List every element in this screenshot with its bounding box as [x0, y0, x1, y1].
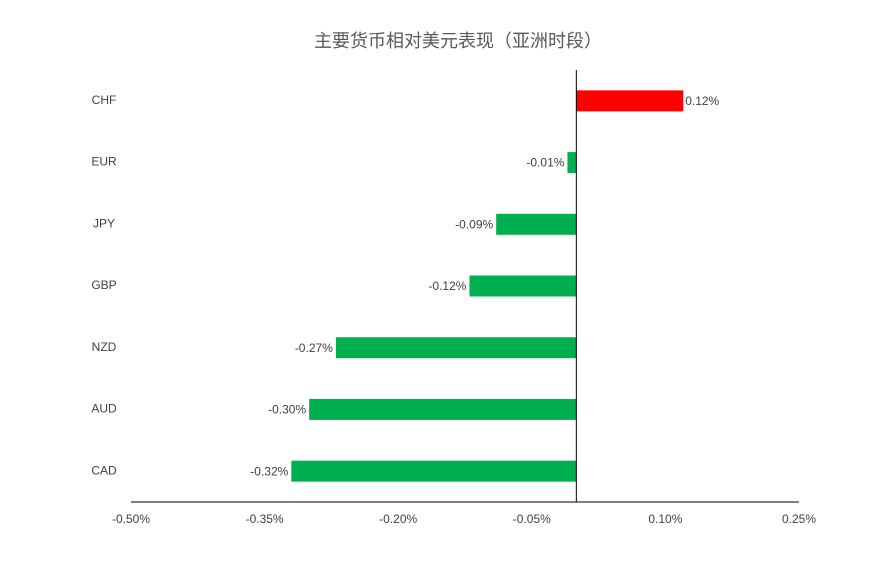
bar [469, 275, 577, 297]
x-tick-label: -0.50% [112, 512, 150, 526]
y-tick-label: NZD [92, 340, 117, 354]
value-label: -0.01% [526, 156, 564, 170]
x-tick-label: -0.35% [246, 512, 284, 526]
value-label: -0.30% [268, 403, 306, 417]
x-tick-label: -0.20% [379, 512, 417, 526]
bar [576, 90, 684, 112]
x-tick-label: 0.10% [648, 512, 682, 526]
y-tick-label: AUD [91, 402, 117, 416]
x-tick-label: 0.25% [782, 512, 816, 526]
y-tick-label: CAD [91, 463, 117, 477]
bar [567, 152, 577, 174]
bar [291, 460, 577, 482]
bar [309, 398, 577, 420]
x-tick-label: -0.05% [513, 512, 551, 526]
y-tick-label: JPY [93, 216, 115, 230]
y-tick-label: CHF [92, 93, 117, 107]
bar [496, 213, 577, 235]
value-label: -0.32% [250, 464, 288, 478]
value-label: -0.12% [428, 279, 466, 293]
y-tick-label: GBP [91, 278, 116, 292]
value-label: -0.09% [455, 217, 493, 231]
chart-title: 主要货币相对美元表现（亚洲时段） [314, 31, 602, 51]
value-label: 0.12% [685, 94, 719, 108]
y-tick-label: EUR [91, 155, 117, 169]
value-label: -0.27% [295, 341, 333, 355]
bar [335, 337, 577, 359]
